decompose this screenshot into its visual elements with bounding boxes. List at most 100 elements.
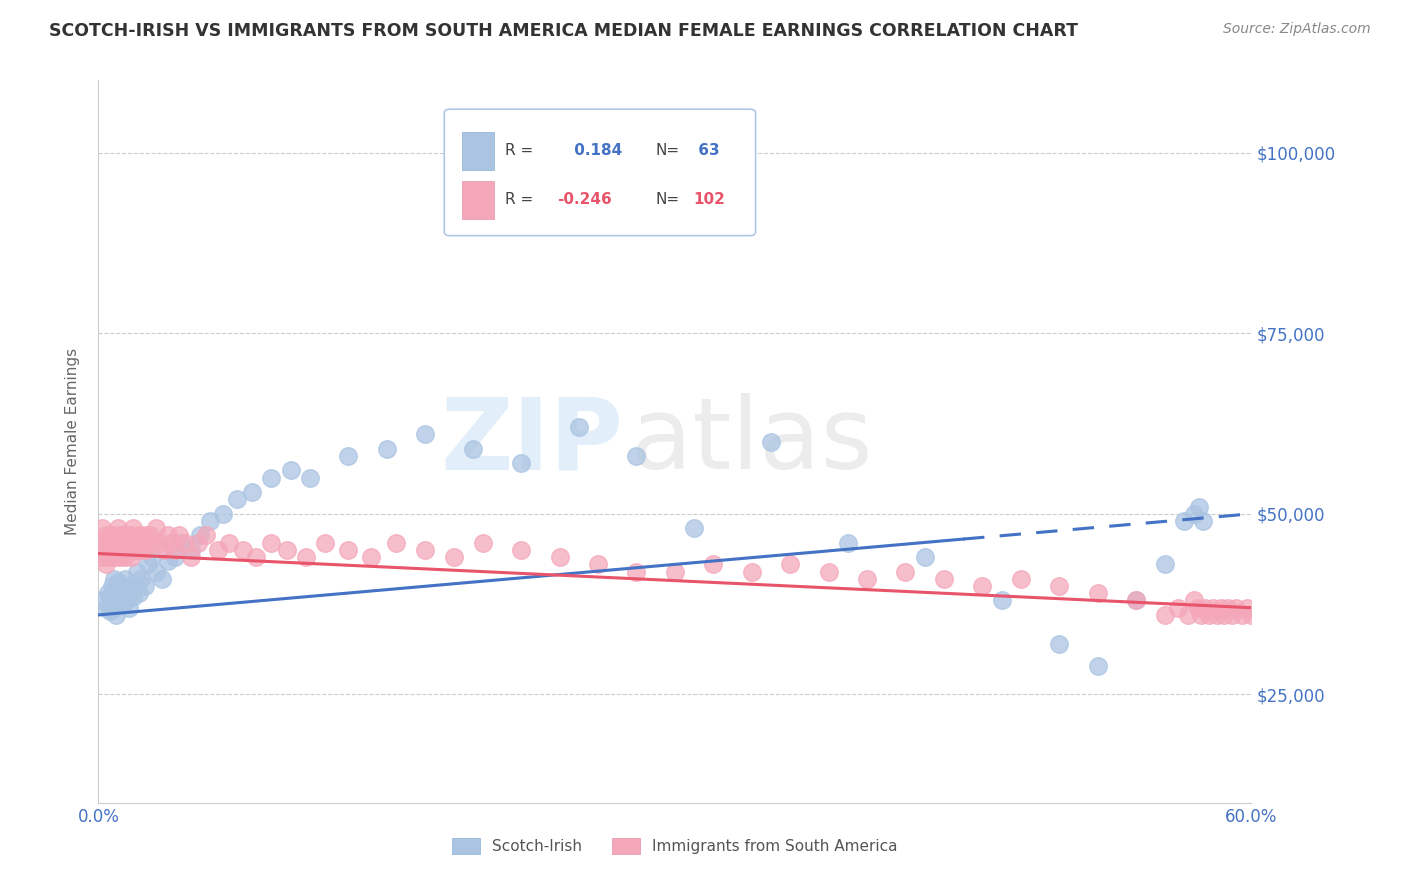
Point bbox=[894, 565, 917, 579]
Point bbox=[107, 521, 129, 535]
Point bbox=[180, 550, 202, 565]
Point bbox=[856, 572, 879, 586]
Point bbox=[141, 535, 163, 549]
Point bbox=[139, 528, 162, 542]
Point bbox=[1167, 600, 1189, 615]
Point bbox=[117, 542, 139, 557]
Point bbox=[1087, 586, 1109, 600]
Point bbox=[97, 586, 120, 600]
Point bbox=[225, 492, 247, 507]
Point bbox=[1087, 658, 1109, 673]
Point bbox=[443, 550, 465, 565]
Point bbox=[413, 542, 436, 557]
Point bbox=[207, 542, 229, 557]
Text: 0.184: 0.184 bbox=[569, 144, 621, 159]
Point bbox=[1182, 593, 1205, 607]
Point bbox=[1047, 579, 1070, 593]
Point bbox=[128, 528, 150, 542]
Point bbox=[131, 535, 153, 549]
Point bbox=[134, 579, 156, 593]
Point bbox=[141, 550, 163, 565]
Point bbox=[98, 528, 121, 542]
Point bbox=[103, 542, 125, 557]
Point bbox=[156, 528, 179, 542]
Point bbox=[110, 590, 132, 604]
Point bbox=[104, 550, 127, 565]
Point bbox=[165, 550, 187, 565]
Point bbox=[759, 434, 782, 449]
Point bbox=[91, 593, 114, 607]
Point bbox=[1198, 607, 1220, 622]
Point bbox=[1047, 637, 1070, 651]
Point bbox=[117, 528, 139, 542]
Point bbox=[124, 579, 146, 593]
Text: N=: N= bbox=[655, 144, 679, 159]
Point bbox=[156, 554, 179, 568]
Point bbox=[245, 550, 267, 565]
Point bbox=[510, 542, 533, 557]
Point bbox=[1220, 607, 1243, 622]
Point bbox=[122, 535, 145, 549]
Point bbox=[94, 558, 117, 572]
Point bbox=[260, 470, 283, 484]
Point bbox=[89, 535, 111, 549]
Point bbox=[94, 600, 117, 615]
Text: atlas: atlas bbox=[631, 393, 873, 490]
Point bbox=[112, 528, 135, 542]
Point bbox=[103, 528, 125, 542]
Point bbox=[837, 535, 859, 549]
Point bbox=[240, 485, 263, 500]
Point bbox=[1209, 600, 1232, 615]
Point bbox=[463, 442, 485, 456]
Point bbox=[103, 572, 125, 586]
Point bbox=[118, 535, 141, 549]
Point bbox=[586, 558, 609, 572]
Point bbox=[298, 470, 321, 484]
Point bbox=[664, 565, 686, 579]
Point bbox=[108, 528, 131, 542]
Point bbox=[1194, 600, 1216, 615]
Point bbox=[104, 535, 127, 549]
Point bbox=[108, 542, 131, 557]
Point bbox=[101, 579, 124, 593]
Point bbox=[1154, 558, 1177, 572]
Point bbox=[124, 542, 146, 557]
Point bbox=[1189, 607, 1212, 622]
Point bbox=[114, 550, 136, 565]
Point bbox=[360, 550, 382, 565]
Point bbox=[914, 550, 936, 565]
Point bbox=[122, 590, 145, 604]
Point bbox=[1177, 607, 1199, 622]
Point bbox=[626, 565, 648, 579]
Text: R =: R = bbox=[505, 144, 534, 159]
Point bbox=[110, 550, 132, 565]
Point bbox=[138, 535, 160, 549]
Point bbox=[107, 575, 129, 590]
Point bbox=[135, 542, 157, 557]
Point bbox=[174, 535, 197, 549]
Point bbox=[1125, 593, 1147, 607]
FancyBboxPatch shape bbox=[444, 109, 755, 235]
Point bbox=[108, 586, 131, 600]
Point bbox=[93, 542, 115, 557]
Point bbox=[101, 535, 124, 549]
Point bbox=[114, 582, 136, 597]
Point bbox=[97, 535, 120, 549]
Point bbox=[1173, 514, 1195, 528]
Point bbox=[276, 542, 298, 557]
Point bbox=[337, 542, 360, 557]
Point bbox=[683, 521, 706, 535]
Point bbox=[621, 181, 644, 195]
Point bbox=[1240, 607, 1263, 622]
Text: R =: R = bbox=[505, 193, 534, 207]
Point bbox=[145, 521, 167, 535]
Point bbox=[1225, 600, 1247, 615]
Point bbox=[91, 550, 114, 565]
Point bbox=[337, 449, 360, 463]
Point bbox=[110, 535, 132, 549]
Text: Source: ZipAtlas.com: Source: ZipAtlas.com bbox=[1223, 22, 1371, 37]
Legend: Scotch-Irish, Immigrants from South America: Scotch-Irish, Immigrants from South Amer… bbox=[446, 832, 904, 860]
Point bbox=[626, 449, 648, 463]
Point bbox=[129, 542, 152, 557]
Point bbox=[188, 528, 211, 542]
